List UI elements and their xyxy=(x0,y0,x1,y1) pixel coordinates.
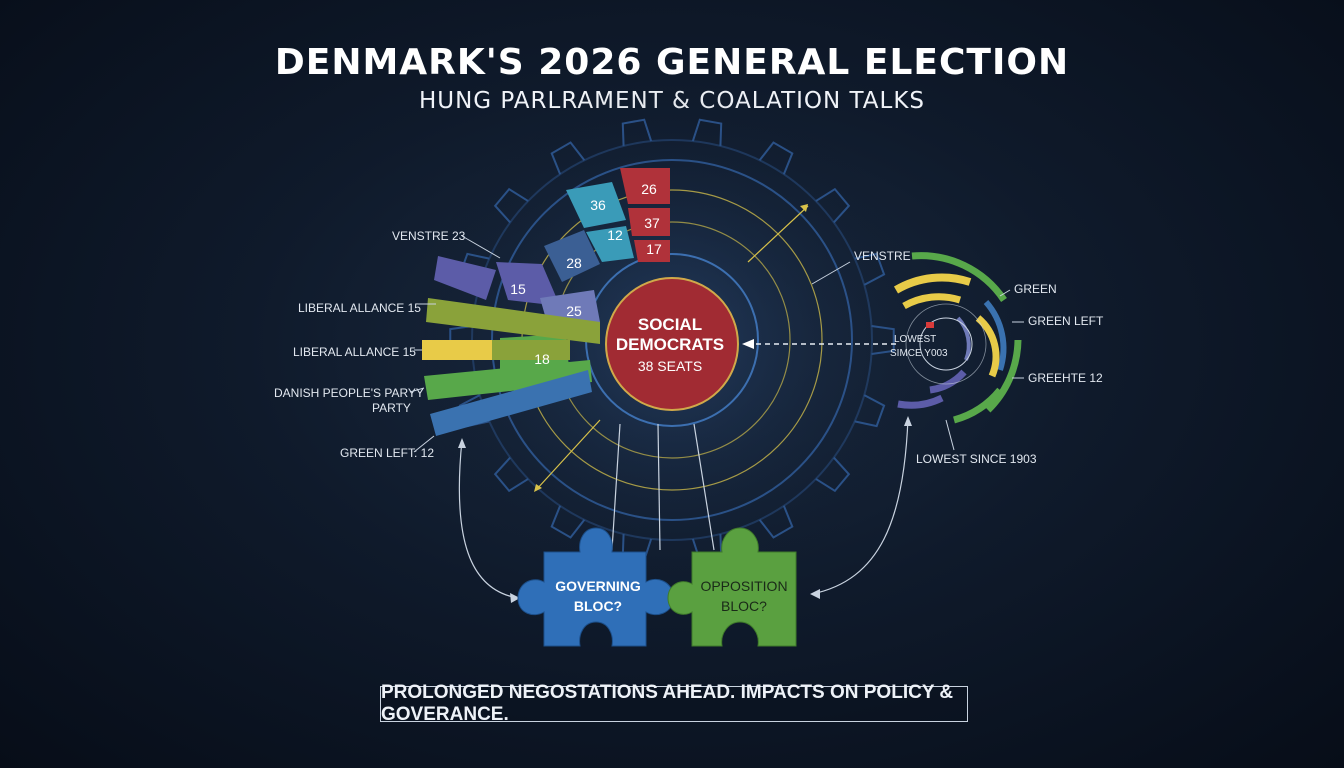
segment-value-label: 25 xyxy=(566,303,582,319)
puzzle-piece-opposition: OPPOSITION BLOC? xyxy=(667,527,797,647)
segment-value-label: 37 xyxy=(644,215,660,231)
label-liberal-2: LIBERAL ALLANCE 15 xyxy=(293,345,416,359)
left-bars xyxy=(422,256,600,436)
gear-tooth xyxy=(815,456,851,493)
leader-lines-left xyxy=(409,235,501,453)
opposition-bloc-label-2: BLOC? xyxy=(721,598,767,614)
label-danish-1: DANISH PEOPLE'S PARYY xyxy=(274,386,424,400)
arrow-head-icon xyxy=(800,204,808,212)
segment-red-outer xyxy=(620,168,670,204)
label-danish-2: PARTY xyxy=(372,401,411,415)
leader-lines-right xyxy=(811,261,1024,451)
gear-tooth xyxy=(758,505,794,539)
segment-teal-outer xyxy=(566,182,626,228)
label-green-left-right: GREEN LEFT xyxy=(1028,314,1104,328)
center-circle xyxy=(605,277,739,411)
page-title: DENMARK'S 2026 GENERAL ELECTION xyxy=(274,42,1070,83)
arrow-lines xyxy=(535,205,809,491)
segment-value-label: 36 xyxy=(590,197,606,213)
label-venstre-right: VENSTRE xyxy=(854,249,911,263)
gear-tooth xyxy=(493,187,529,224)
arrow-head-icon xyxy=(534,484,542,492)
gear-tooth xyxy=(871,325,895,355)
arrow-left-icon xyxy=(742,339,754,349)
segment-value-label: 18 xyxy=(534,351,550,367)
governing-bloc-label: GOVERNING xyxy=(555,578,641,594)
label-lowest-inner: LOWEST xyxy=(894,334,936,345)
segment-value-label: 12 xyxy=(607,227,623,243)
center-party-label: SOCIAL xyxy=(638,315,702,334)
gear-icon xyxy=(449,118,895,562)
footer-banner: PROLONGED NEGOSTATIONS AHEAD. IMPACTS ON… xyxy=(380,682,968,725)
arrow-head-icon xyxy=(510,593,520,603)
gear-tooth xyxy=(550,141,586,175)
segment-value-label: 17 xyxy=(646,241,662,257)
segment-blue xyxy=(544,230,600,282)
gear-tooth xyxy=(758,141,794,175)
governing-bloc-label-2: BLOC? xyxy=(574,598,622,614)
label-liberal-1: LIBERAL ALLANCE 15 xyxy=(298,301,421,315)
label-green-right: GREEN xyxy=(1014,282,1057,296)
bar-yellow xyxy=(422,340,492,360)
segment-value-label: 26 xyxy=(641,181,657,197)
segment-red-inner xyxy=(634,240,670,262)
center-seats-label: 38 SEATS xyxy=(638,358,702,374)
label-lowest-since: LOWEST SINCE 1903 xyxy=(916,452,1037,466)
segment-value-label: 15 xyxy=(510,281,526,297)
arrow-head-icon xyxy=(904,416,912,426)
gear-tooth xyxy=(550,505,586,539)
gear-tooth xyxy=(815,187,851,224)
bar-yellow-ext xyxy=(492,340,570,360)
gear-tooth xyxy=(493,456,529,493)
gear-tooth xyxy=(621,118,653,146)
gear-tooth xyxy=(854,394,886,428)
opposition-bloc-label: OPPOSITION xyxy=(700,578,787,594)
bar-green xyxy=(424,360,592,400)
arrow-head-icon xyxy=(810,589,820,599)
bar-purple xyxy=(434,256,496,300)
segment-purple xyxy=(496,262,560,306)
bar-olive xyxy=(426,298,600,344)
label-lowest-inner-2: SIMCE Y003 xyxy=(890,348,948,359)
segment-red-mid xyxy=(628,208,670,236)
gear-tooth xyxy=(854,252,886,286)
arrow-head-icon xyxy=(458,438,466,448)
segment-teal-inner xyxy=(586,226,634,262)
center-party-label-2: DEMOCRATS xyxy=(616,335,724,354)
puzzle-piece-governing: GOVERNING BLOC? xyxy=(517,527,675,647)
footer-text: PROLONGED NEGOSTATIONS AHEAD. IMPACTS ON… xyxy=(381,682,954,725)
right-arc-chart xyxy=(893,252,1022,424)
bar-blue xyxy=(430,370,592,436)
label-venstre-left: VENSTRE 23 xyxy=(392,229,466,243)
segment-value-label: 28 xyxy=(566,255,582,271)
connector-arrows xyxy=(458,417,909,599)
label-green-left: GREEN LEFT: 12 xyxy=(340,446,434,460)
label-greenhte: GREEHTE 12 xyxy=(1028,371,1103,385)
gear-tooth xyxy=(691,118,723,146)
